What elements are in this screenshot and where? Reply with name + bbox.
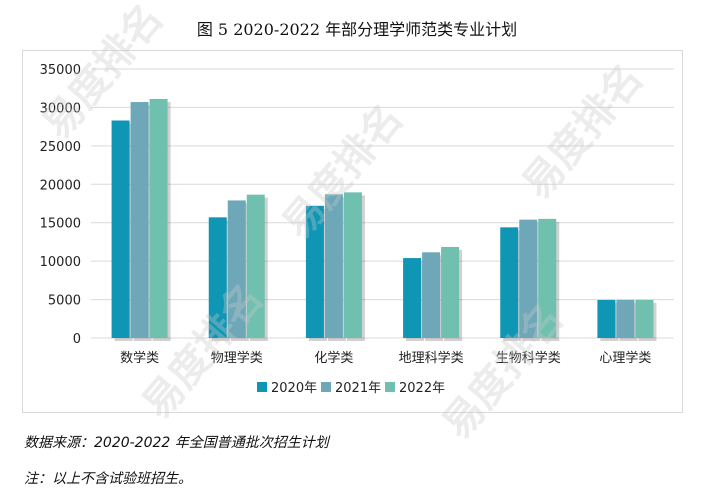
bar — [305, 205, 324, 338]
y-tick-label: 15000 — [40, 217, 81, 232]
chart-title: 图 5 2020-2022 年部分理学师范类专业计划 — [196, 20, 518, 39]
bar — [403, 258, 422, 338]
y-tick-label: 30000 — [40, 101, 81, 116]
chart-frame: 0 5000 10000 15000 20000 25000 30000 35000 数学类 物理… — [22, 50, 683, 413]
bar — [227, 200, 246, 338]
bar — [111, 120, 130, 338]
bar — [422, 252, 441, 338]
bar — [538, 218, 557, 338]
y-tick-label: 35000 — [40, 63, 81, 78]
y-tick-label: 10000 — [40, 255, 81, 270]
y-tick-label: 20000 — [40, 178, 81, 193]
x-tick-label: 心理学类 — [599, 350, 651, 366]
y-tick-label: 5000 — [48, 294, 81, 309]
y-tick-label: 25000 — [40, 140, 81, 155]
x-tick-label: 生物科学类 — [496, 350, 561, 366]
x-tick-label: 物理学类 — [211, 350, 263, 366]
y-tick-label: 0 — [73, 332, 81, 347]
footnote: 注：以上不含试验班招生。 — [24, 471, 192, 487]
bar — [130, 102, 149, 338]
bar — [500, 227, 519, 338]
bar — [324, 194, 343, 338]
legend-swatch — [385, 382, 395, 392]
bar — [246, 194, 265, 338]
legend-label: 2021年 — [335, 381, 381, 396]
x-tick-label: 数学类 — [120, 350, 159, 366]
bar — [597, 299, 616, 338]
legend-label: 2022年 — [399, 381, 445, 396]
x-tick-label: 化学类 — [314, 350, 353, 366]
legend-swatch — [321, 382, 331, 392]
bar — [635, 299, 654, 338]
legend-swatch — [257, 382, 267, 392]
bar — [616, 299, 635, 338]
x-tick-label: 地理科学类 — [399, 350, 464, 366]
legend-label: 2020年 — [271, 381, 317, 396]
bar — [343, 192, 362, 338]
bar — [149, 98, 168, 338]
bar-chart: 0 5000 10000 15000 20000 25000 30000 35000 数学类 物理… — [40, 63, 674, 396]
source-note: 数据来源：2020-2022 年全国普通批次招生计划 — [24, 435, 329, 451]
bar — [441, 246, 460, 338]
bar — [208, 217, 227, 338]
bar — [519, 219, 538, 338]
